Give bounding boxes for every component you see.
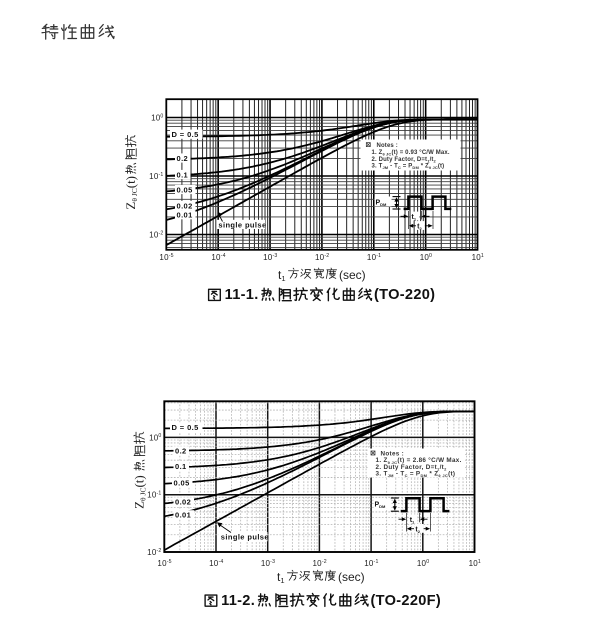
svg-text:PDM: PDM [375,501,387,509]
svg-text:10-1: 10-1 [367,253,381,262]
svg-text:D = 0.5: D = 0.5 [172,423,199,432]
svg-text:10-1: 10-1 [149,172,163,181]
svg-text:2. Duty Factor, D=t1/t2: 2. Duty Factor, D=t1/t2 [376,464,448,472]
svg-text:0.1: 0.1 [175,462,187,471]
svg-text:t1: t1 [412,214,417,222]
svg-text:t1: t1 [277,570,285,585]
svg-text:t2: t2 [415,526,420,534]
svg-text:t1: t1 [278,268,286,283]
svg-text:10-3: 10-3 [263,253,277,262]
svg-text:10-5: 10-5 [157,559,171,568]
svg-text:101: 101 [469,559,481,568]
svg-text:t1: t1 [410,517,415,525]
svg-text:100: 100 [417,559,429,568]
svg-text:0.05: 0.05 [177,185,193,194]
svg-text:PDM: PDM [376,199,388,207]
svg-text:11-2.: 11-2. [221,593,255,609]
svg-text:0.05: 0.05 [174,479,190,488]
svg-text:100: 100 [149,433,161,442]
svg-text:single pulse: single pulse [221,533,269,542]
svg-text:10-2: 10-2 [147,548,161,557]
svg-text:(sec): (sec) [338,570,365,584]
svg-text:100: 100 [151,113,163,122]
svg-text:0.2: 0.2 [175,447,187,456]
svg-text:10-1: 10-1 [147,491,161,500]
svg-text:(TO-220F): (TO-220F) [371,593,442,609]
svg-text:0.01: 0.01 [175,511,191,520]
svg-text:Notes :: Notes : [377,143,398,149]
svg-text:Notes :: Notes : [381,451,405,458]
svg-text:(sec): (sec) [339,268,366,282]
svg-text:1. Zθ JC(t) = 2.86 °C/W Max.: 1. Zθ JC(t) = 2.86 °C/W Max. [376,456,462,465]
svg-text:0.02: 0.02 [177,201,193,210]
svg-text:101: 101 [472,253,484,262]
svg-text:11-1.: 11-1. [225,287,259,303]
svg-text:3. TJM - TC = PDM * Zθ JC(t): 3. TJM - TC = PDM * Zθ JC(t) [376,471,456,479]
svg-text:10-2: 10-2 [313,559,327,568]
svg-text:0.02: 0.02 [175,498,191,507]
svg-text:1. Zθ JC(t) = 0.93 °C/W Max.: 1. Zθ JC(t) = 0.93 °C/W Max. [372,150,450,157]
svg-text:D = 0.5: D = 0.5 [172,130,199,139]
svg-text:0.01: 0.01 [177,211,193,220]
svg-text:3. TJM - TC = PDM * Zθ JC(t): 3. TJM - TC = PDM * Zθ JC(t) [372,164,445,171]
svg-text:10-4: 10-4 [211,253,225,262]
svg-text:10-3: 10-3 [261,559,275,568]
svg-text:t2: t2 [417,224,422,232]
svg-text:10-2: 10-2 [149,230,163,239]
svg-text:10-5: 10-5 [159,253,173,262]
svg-text:single pulse: single pulse [218,220,266,229]
svg-text:10-1: 10-1 [364,559,378,568]
svg-text:100: 100 [420,253,432,262]
svg-text:0.2: 0.2 [177,154,189,163]
svg-text:10-4: 10-4 [209,559,223,568]
svg-text:10-2: 10-2 [315,253,329,262]
svg-text:(TO-220): (TO-220) [374,287,435,303]
svg-text:0.1: 0.1 [177,170,189,179]
svg-text:2. Duty Factor, D=t1/t2: 2. Duty Factor, D=t1/t2 [372,157,437,164]
